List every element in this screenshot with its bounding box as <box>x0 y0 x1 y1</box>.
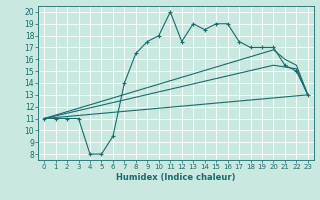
X-axis label: Humidex (Indice chaleur): Humidex (Indice chaleur) <box>116 173 236 182</box>
